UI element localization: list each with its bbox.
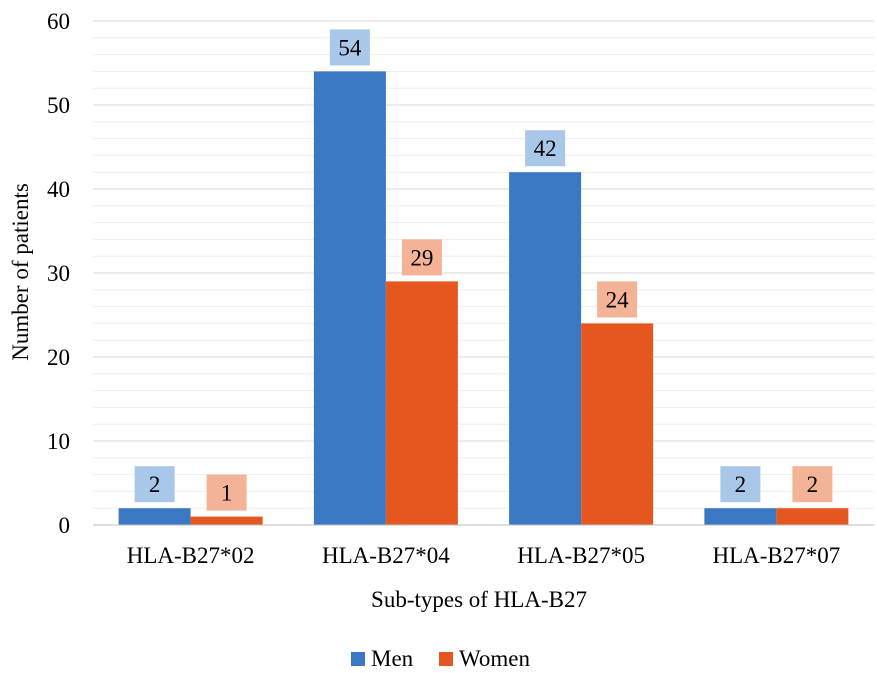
y-tick-label: 20: [47, 345, 70, 370]
bar-women: [190, 516, 263, 525]
legend-swatch-men: [351, 652, 365, 666]
x-category-label: HLA-B27*02: [127, 543, 255, 568]
x-axis-categories: HLA-B27*02 HLA-B27*04 HLA-B27*05 HLA-B27*07: [127, 543, 841, 568]
data-label: 24: [606, 287, 630, 312]
data-label: 42: [534, 136, 557, 161]
y-axis-ticks: 0 10 20 30 40 50 60: [47, 9, 70, 538]
data-label-box: [329, 29, 370, 66]
y-tick-label: 0: [59, 513, 71, 538]
y-tick-label: 10: [47, 429, 70, 454]
legend-label-women: Women: [459, 646, 530, 671]
y-tick-label: 30: [47, 261, 70, 286]
data-label-box: [206, 474, 247, 511]
y-tick-label: 60: [47, 9, 70, 34]
data-label-box: [597, 281, 638, 318]
bar-women: [581, 323, 654, 525]
bar-men: [704, 508, 777, 525]
bar-women: [776, 508, 849, 525]
y-tick-label: 50: [47, 93, 70, 118]
data-label: 54: [338, 35, 362, 60]
data-label-box: [134, 466, 175, 503]
y-tick-label: 40: [47, 177, 70, 202]
legend-label-men: Men: [371, 646, 414, 671]
bar-men: [118, 508, 191, 525]
gridlines: [93, 20, 874, 509]
data-label-box: [525, 130, 566, 167]
x-axis-title: Sub-types of HLA-B27: [371, 587, 587, 612]
data-label: 2: [149, 472, 161, 497]
data-label: 29: [410, 245, 433, 270]
bar-women: [385, 281, 458, 525]
bar-men: [313, 71, 386, 526]
y-axis-title: Number of patients: [8, 183, 33, 361]
data-label-box: [720, 466, 761, 503]
data-label: 2: [735, 472, 747, 497]
data-label: 2: [807, 472, 819, 497]
x-category-label: HLA-B27*07: [712, 543, 840, 568]
data-label-box: [401, 239, 442, 276]
x-category-label: HLA-B27*05: [517, 543, 645, 568]
bars: 2 1 54 29 42 24 2 2: [118, 29, 849, 526]
legend: Men Women: [351, 646, 530, 671]
bar-men: [509, 172, 582, 525]
data-label-box: [792, 466, 833, 503]
legend-swatch-women: [439, 652, 453, 666]
x-category-label: HLA-B27*04: [322, 543, 450, 568]
data-label: 1: [221, 481, 233, 506]
